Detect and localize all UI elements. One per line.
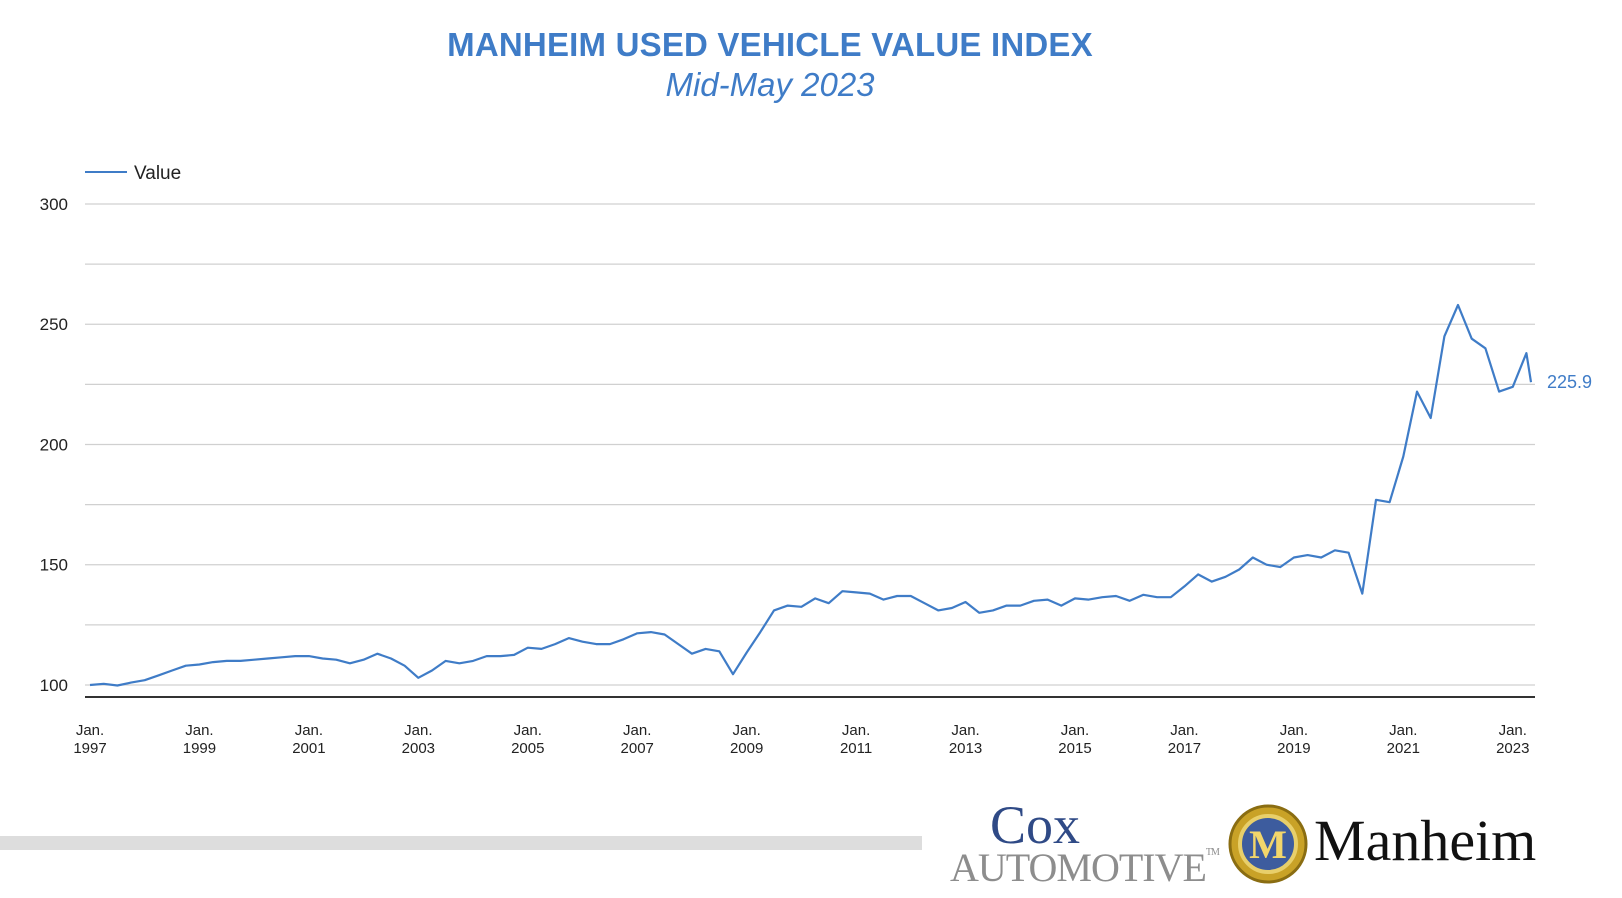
x-tick-label: Jan.	[295, 722, 323, 739]
series-line-value	[89, 303, 1533, 687]
cox-automotive-logo: Cox AUTOMOTIVETM	[950, 795, 1220, 890]
x-tick-label: Jan.	[951, 722, 979, 739]
x-tick-label: Jan.	[1499, 722, 1527, 739]
x-tick-year: 2003	[402, 740, 435, 757]
automotive-wordmark: AUTOMOTIVETM	[950, 845, 1220, 890]
end-value-label: 225.9	[1547, 372, 1592, 392]
emblem-letter: M	[1249, 822, 1287, 867]
legend: Value	[85, 163, 181, 184]
x-tick-label: Jan.	[185, 722, 213, 739]
x-tick-year: 2017	[1168, 740, 1201, 757]
y-tick-label: 200	[40, 435, 68, 454]
trademark-mark: TM	[1205, 847, 1220, 858]
x-tick-year: 2009	[730, 740, 763, 757]
x-tick-year: 2011	[840, 740, 872, 757]
x-axis-ticks: Jan.1997Jan.1999Jan.2001Jan.2003Jan.2005…	[73, 722, 1529, 757]
x-tick-label: Jan.	[732, 722, 760, 739]
chart-subtitle: Mid-May 2023	[665, 66, 875, 103]
y-tick-label: 150	[40, 556, 68, 575]
x-tick-year: 2001	[292, 740, 325, 757]
x-tick-year: 2013	[949, 740, 982, 757]
x-tick-year: 1997	[73, 740, 106, 757]
x-tick-year: 1999	[183, 740, 216, 757]
x-tick-label: Jan.	[1280, 722, 1308, 739]
x-tick-label: Jan.	[623, 722, 651, 739]
chart-title: MANHEIM USED VEHICLE VALUE INDEX	[447, 26, 1093, 63]
manheim-wordmark: Manheim	[1314, 808, 1537, 873]
x-tick-label: Jan.	[1061, 722, 1089, 739]
manheim-emblem-icon: M	[1228, 804, 1308, 884]
x-tick-label: Jan.	[1170, 722, 1198, 739]
legend-label-value: Value	[134, 163, 181, 184]
x-tick-year: 2023	[1496, 740, 1529, 757]
footer-bar	[0, 836, 922, 850]
x-tick-label: Jan.	[76, 722, 104, 739]
x-tick-year: 2019	[1277, 740, 1310, 757]
y-axis-ticks: 100 150 200 250 300	[40, 195, 68, 695]
x-tick-label: Jan.	[514, 722, 542, 739]
x-tick-year: 2005	[511, 740, 544, 757]
x-tick-label: Jan.	[404, 722, 432, 739]
manheim-logo: M Manheim	[1228, 800, 1568, 890]
cox-wordmark: Cox	[990, 795, 1081, 855]
automotive-text: AUTOMOTIVE	[950, 845, 1207, 890]
y-tick-label: 300	[40, 195, 68, 214]
x-tick-label: Jan.	[842, 722, 870, 739]
x-tick-label: Jan.	[1389, 722, 1417, 739]
y-tick-label: 250	[40, 315, 68, 334]
x-tick-year: 2007	[621, 740, 654, 757]
y-tick-label: 100	[40, 676, 68, 695]
gridlines	[85, 203, 1535, 686]
x-tick-year: 2015	[1058, 740, 1091, 757]
x-tick-year: 2021	[1387, 740, 1420, 757]
